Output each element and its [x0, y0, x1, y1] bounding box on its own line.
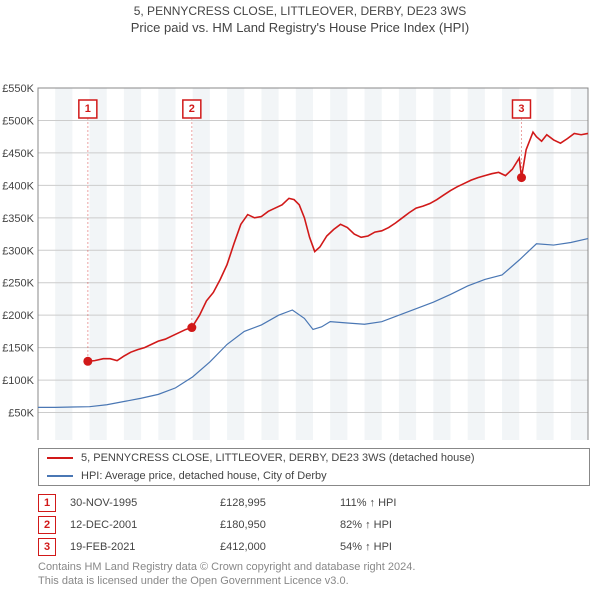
sale-price: £412,000 — [220, 541, 340, 553]
sale-marker-ref: 2 — [38, 516, 56, 534]
sale-date: 19-FEB-2021 — [70, 541, 220, 553]
svg-text:£500K: £500K — [2, 115, 34, 127]
sale-hpi: 82% ↑ HPI — [340, 519, 392, 531]
sale-row: 2 12-DEC-2001£180,95082% ↑ HPI — [38, 516, 392, 534]
legend-swatch — [47, 457, 73, 459]
sale-row: 3 19-FEB-2021£412,00054% ↑ HPI — [38, 538, 392, 556]
sale-marker-ref: 3 — [38, 538, 56, 556]
sale-hpi: 54% ↑ HPI — [340, 541, 392, 553]
sale-price: £180,950 — [220, 519, 340, 531]
svg-text:£200K: £200K — [2, 310, 34, 322]
legend-swatch — [47, 475, 73, 477]
svg-text:2: 2 — [189, 103, 195, 115]
svg-text:£150K: £150K — [2, 343, 34, 355]
svg-text:£50K: £50K — [8, 408, 34, 420]
sale-date: 30-NOV-1995 — [70, 497, 220, 509]
sale-row: 1 30-NOV-1995£128,995111% ↑ HPI — [38, 494, 396, 512]
svg-text:1: 1 — [85, 103, 91, 115]
legend-label: 5, PENNYCRESS CLOSE, LITTLEOVER, DERBY, … — [81, 452, 475, 464]
legend: 5, PENNYCRESS CLOSE, LITTLEOVER, DERBY, … — [38, 448, 590, 486]
legend-item: 5, PENNYCRESS CLOSE, LITTLEOVER, DERBY, … — [39, 449, 589, 467]
price-chart: £0£50K£100K£150K£200K£250K£300K£350K£400… — [0, 40, 600, 440]
sale-marker-ref: 1 — [38, 494, 56, 512]
sale-hpi: 111% ↑ HPI — [340, 497, 396, 509]
legend-label: HPI: Average price, detached house, City… — [81, 470, 327, 482]
svg-text:£400K: £400K — [2, 180, 34, 192]
svg-text:£250K: £250K — [2, 278, 34, 290]
svg-text:3: 3 — [518, 103, 524, 115]
svg-text:£450K: £450K — [2, 148, 34, 160]
svg-text:£550K: £550K — [2, 83, 34, 95]
svg-text:£350K: £350K — [2, 213, 34, 225]
svg-text:£100K: £100K — [2, 375, 34, 387]
svg-text:£300K: £300K — [2, 245, 34, 257]
title-line1: 5, PENNYCRESS CLOSE, LITTLEOVER, DERBY, … — [0, 4, 600, 18]
footer-line1: Contains HM Land Registry data © Crown c… — [38, 561, 415, 573]
sale-price: £128,995 — [220, 497, 340, 509]
sale-date: 12-DEC-2001 — [70, 519, 220, 531]
legend-item: HPI: Average price, detached house, City… — [39, 467, 589, 485]
title-line2: Price paid vs. HM Land Registry's House … — [0, 20, 600, 35]
footer-line2: This data is licensed under the Open Gov… — [38, 575, 349, 587]
